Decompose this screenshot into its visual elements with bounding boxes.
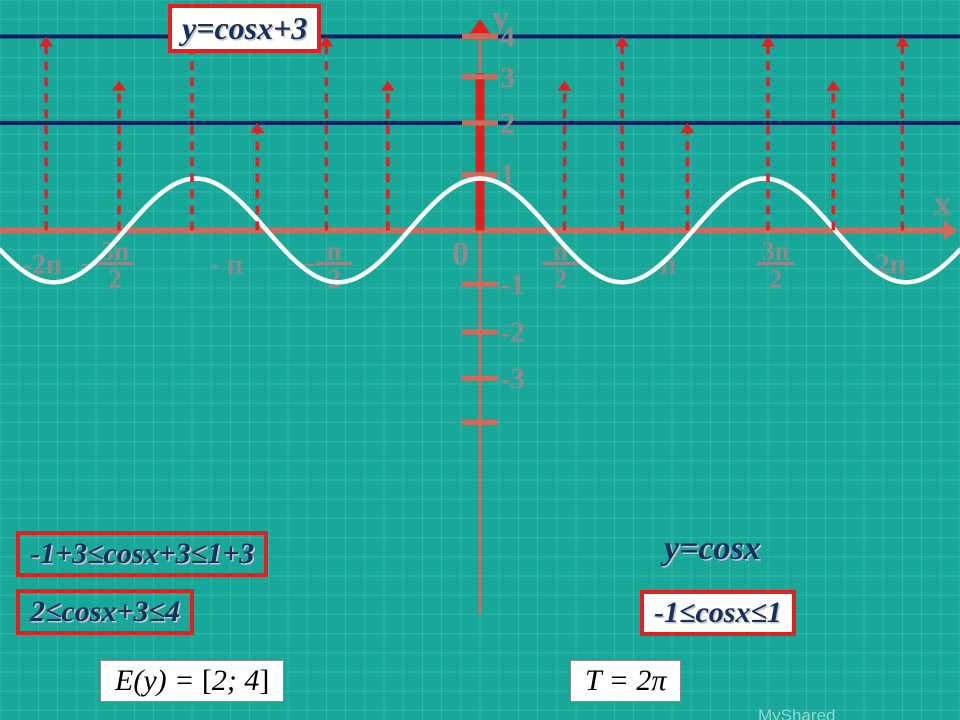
x-tick-den: 2: [769, 265, 782, 294]
y-tick-label: -2: [500, 316, 525, 349]
rng-cos: -1≤cosx≤1: [640, 590, 796, 636]
T: T = 2π: [570, 660, 681, 702]
x-tick-label: - п: [210, 250, 242, 281]
y-tick-label: 2: [500, 107, 515, 140]
y-tick-label: 4: [500, 20, 515, 53]
watermark: MyShared: [758, 706, 835, 720]
chart-stage: yx04321-1-2-3-2п–3п2- п–п2п2п3п22п y=cos…: [0, 0, 960, 720]
ineq1: -1+3≤cosx+3≤1+3: [16, 531, 268, 577]
x-tick-num: п: [327, 237, 342, 266]
x-tick-num: 3п: [762, 237, 790, 266]
x-tick-den: 2: [109, 265, 122, 294]
y-tick-label: -3: [500, 362, 525, 395]
eq-top: y=cosx+3: [168, 4, 321, 53]
x-tick-den: 2: [328, 265, 341, 294]
y-tick-label: 3: [500, 61, 515, 94]
ineq2: 2≤cosx+3≤4: [16, 589, 194, 635]
y-tick-label: -1: [500, 268, 525, 301]
origin-label: 0: [452, 235, 469, 272]
x-label: x: [934, 185, 951, 222]
x-tick-den: 2: [554, 265, 567, 294]
eq-cos: y=cosx: [650, 524, 775, 574]
E-y: E(y) = [2; 4]: [100, 660, 284, 702]
